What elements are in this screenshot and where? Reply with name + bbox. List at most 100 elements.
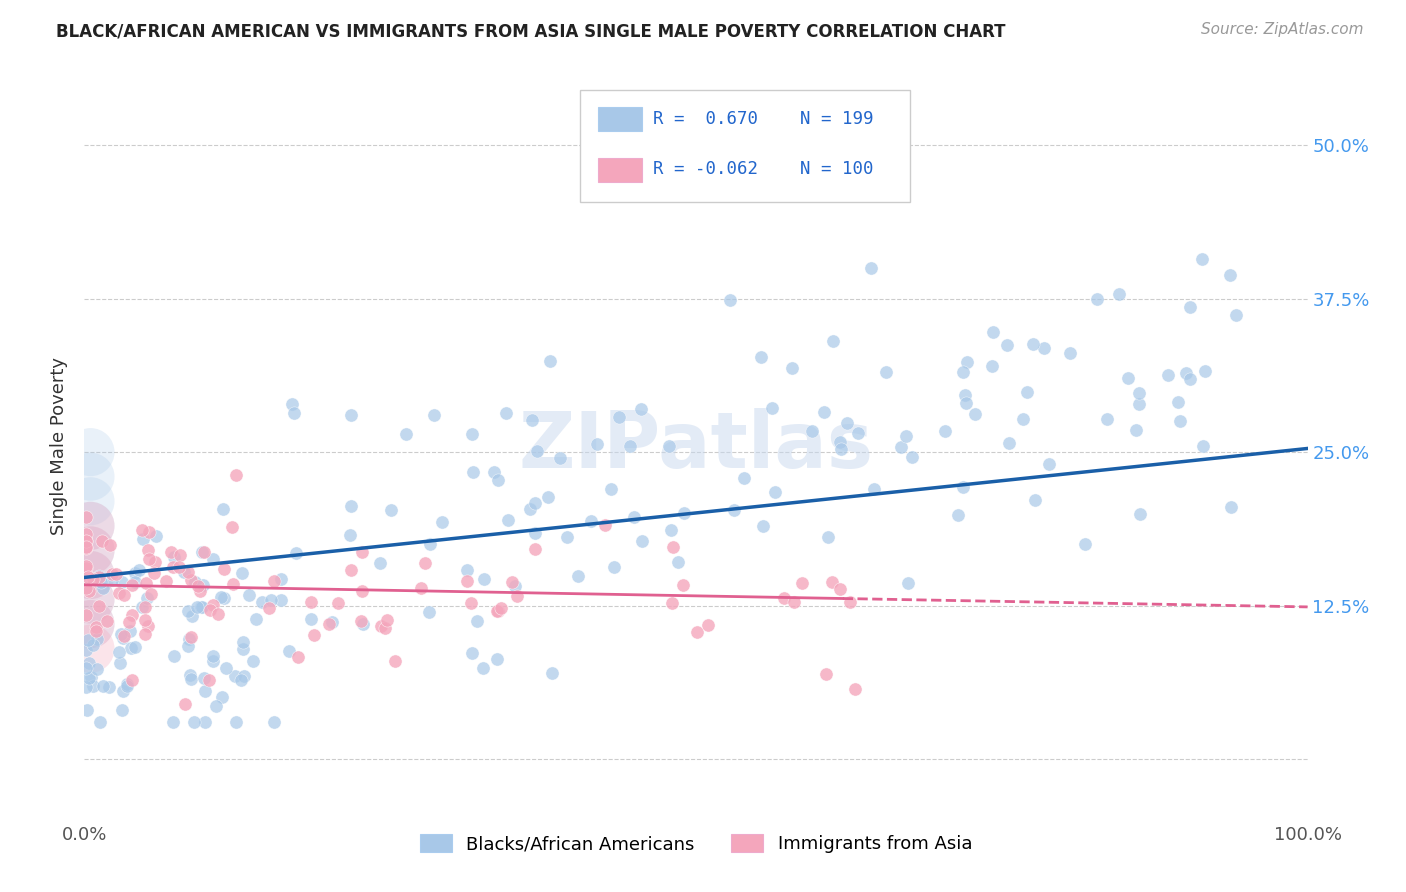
Point <box>411 581 433 595</box>
Point <box>75 608 97 623</box>
Point <box>107 586 129 600</box>
Point <box>155 574 177 588</box>
Point <box>890 441 912 455</box>
Point <box>180 573 202 587</box>
Point <box>209 590 232 604</box>
Point <box>79 519 101 533</box>
Point <box>201 649 224 664</box>
Point <box>100 573 122 587</box>
Point <box>79 469 101 483</box>
Point <box>1011 412 1033 426</box>
Point <box>79 445 101 459</box>
Point <box>733 471 755 485</box>
Point <box>75 534 97 549</box>
Point <box>461 646 484 660</box>
Point <box>169 548 191 562</box>
Point <box>505 579 527 593</box>
Point <box>432 516 454 530</box>
FancyBboxPatch shape <box>579 90 910 202</box>
FancyBboxPatch shape <box>598 107 643 131</box>
Point <box>277 644 299 658</box>
Point <box>697 617 720 632</box>
Point <box>1220 500 1243 514</box>
Point <box>1116 371 1139 385</box>
Point <box>179 668 201 682</box>
Point <box>138 552 160 566</box>
Point <box>111 632 134 646</box>
Point <box>194 715 217 730</box>
Point <box>423 408 446 422</box>
Point <box>465 614 488 628</box>
Point <box>318 617 340 632</box>
Point <box>1059 345 1081 359</box>
Point <box>495 406 517 420</box>
Point <box>686 625 709 640</box>
Point <box>1225 309 1247 323</box>
Point <box>340 408 363 422</box>
Point <box>1156 368 1178 383</box>
Point <box>593 518 616 533</box>
Point <box>79 592 101 607</box>
Point <box>1128 385 1150 400</box>
Point <box>817 530 839 544</box>
Point <box>550 450 572 465</box>
Point <box>672 506 695 520</box>
Point <box>328 596 350 610</box>
Point <box>821 575 844 590</box>
Point <box>231 566 253 580</box>
Point <box>215 661 238 675</box>
Point <box>956 354 979 368</box>
Point <box>233 668 256 682</box>
Point <box>283 405 305 419</box>
Point <box>299 595 322 609</box>
Point <box>1167 395 1189 409</box>
Point <box>84 624 107 638</box>
Point <box>75 559 97 574</box>
Point <box>934 424 956 438</box>
Legend: Blacks/African Americans, Immigrants from Asia: Blacks/African Americans, Immigrants fro… <box>412 827 980 860</box>
Point <box>752 519 775 533</box>
Point <box>485 604 508 618</box>
Point <box>141 587 163 601</box>
Point <box>953 388 976 402</box>
Point <box>224 669 246 683</box>
Point <box>773 591 796 605</box>
Point <box>461 465 484 479</box>
Point <box>110 627 132 641</box>
Point <box>526 444 548 458</box>
Point <box>456 574 478 588</box>
Point <box>86 662 108 676</box>
Point <box>108 656 131 670</box>
Point <box>136 619 159 633</box>
Point <box>585 437 607 451</box>
Point <box>112 629 135 643</box>
Point <box>132 533 155 547</box>
Point <box>205 699 228 714</box>
Point <box>666 556 689 570</box>
Point <box>952 480 974 494</box>
Point <box>120 641 142 656</box>
Point <box>79 592 101 607</box>
Point <box>173 565 195 579</box>
Point <box>623 510 645 524</box>
Point <box>1129 507 1152 521</box>
Point <box>162 559 184 574</box>
Point <box>607 410 630 425</box>
Point <box>523 495 546 509</box>
Point <box>1038 457 1060 471</box>
Point <box>965 407 987 421</box>
Point <box>193 683 215 698</box>
Point <box>981 359 1004 373</box>
Point <box>718 293 741 307</box>
Point <box>471 661 494 675</box>
Point <box>418 605 440 619</box>
Point <box>131 523 153 537</box>
Point <box>184 574 207 589</box>
Point <box>201 598 224 612</box>
Point <box>242 654 264 668</box>
Point <box>143 566 166 580</box>
Point <box>180 609 202 624</box>
Point <box>89 599 111 613</box>
Point <box>395 426 418 441</box>
Point <box>380 503 402 517</box>
